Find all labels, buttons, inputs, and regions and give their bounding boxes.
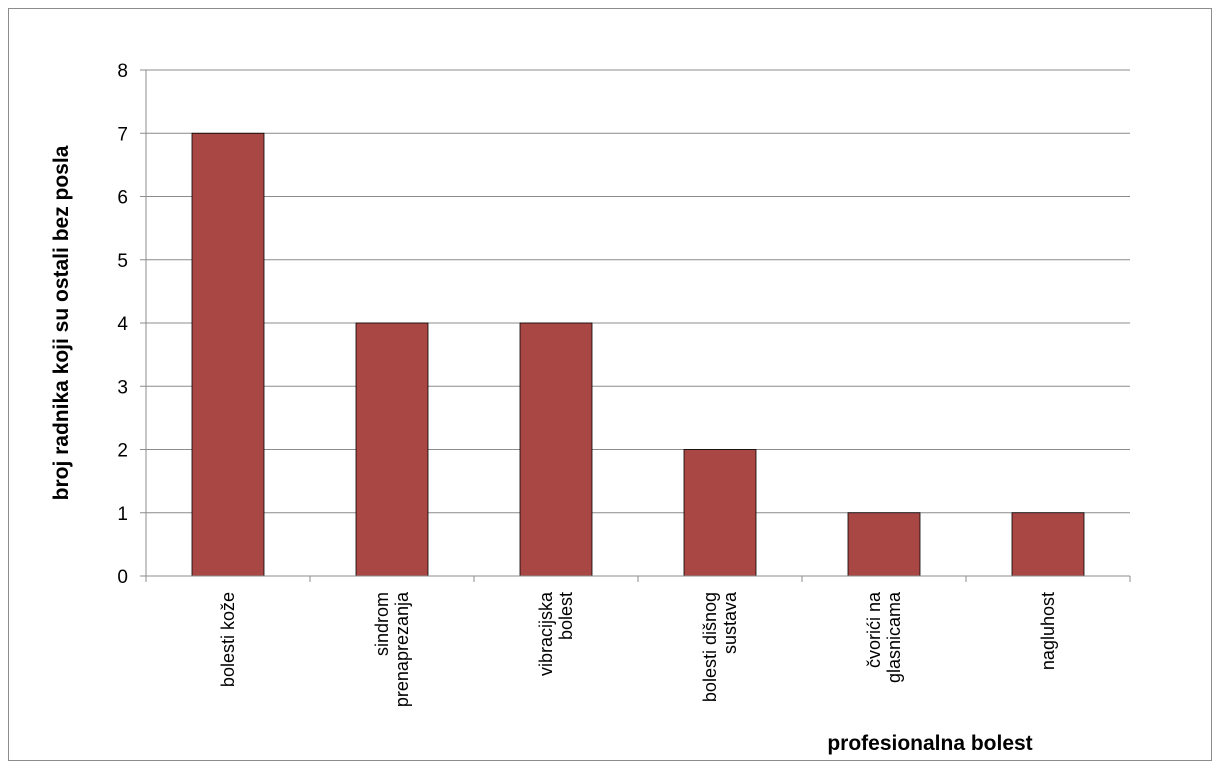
x-category-label-line: sustava (720, 591, 740, 654)
x-category-label: sindrom prenaprezanja (372, 591, 412, 707)
y-tick-label: 6 (117, 188, 128, 209)
y-tick-label: 4 (117, 314, 128, 335)
x-category-label-line: bolesti dišnog (700, 592, 720, 702)
bar (847, 512, 921, 577)
y-tick-label: 2 (117, 441, 128, 462)
x-category-label-line: prenaprezanja (392, 591, 412, 707)
bar (355, 322, 429, 577)
y-tick-label: 8 (117, 61, 128, 82)
y-tick-label: 0 (117, 567, 128, 588)
x-category-label-line: bolesti kože (218, 592, 238, 687)
y-tick-label: 3 (117, 377, 128, 398)
x-axis-title: profesionalna bolest (827, 732, 1032, 755)
y-tick-label: 5 (117, 251, 128, 272)
x-category-label-line: vibracijska (536, 591, 556, 676)
bar (519, 322, 593, 577)
x-category-label-line: sindrom (372, 592, 392, 656)
x-category-labels: bolesti kože sindrom prenaprezanja vibracij… (218, 591, 1058, 707)
x-category-label-line: bolest (556, 592, 576, 640)
y-axis-title: broj radnika koji su ostali bez posla (50, 145, 73, 500)
x-category-label: nagluhost (1038, 592, 1058, 670)
bar (191, 132, 265, 577)
bar (1011, 512, 1085, 577)
x-category-label-line: glasnicama (884, 591, 904, 683)
x-category-label: vibracijska bolest (536, 591, 576, 676)
bars (191, 132, 1085, 577)
x-category-label-line: čvorići na (864, 591, 884, 668)
x-category-label: čvorići na glasnicama (864, 591, 904, 683)
y-tick-label: 7 (117, 124, 128, 145)
x-category-label: bolesti kože (218, 592, 238, 687)
x-category-label-line: nagluhost (1038, 592, 1058, 670)
y-tick-labels: 0 1 2 3 4 5 6 7 8 (117, 61, 128, 588)
x-category-label: bolesti dišnog sustava (700, 591, 740, 702)
gridlines (146, 69, 1130, 514)
axes (140, 69, 1131, 582)
y-tick-label: 1 (117, 504, 128, 525)
bar (683, 449, 757, 577)
